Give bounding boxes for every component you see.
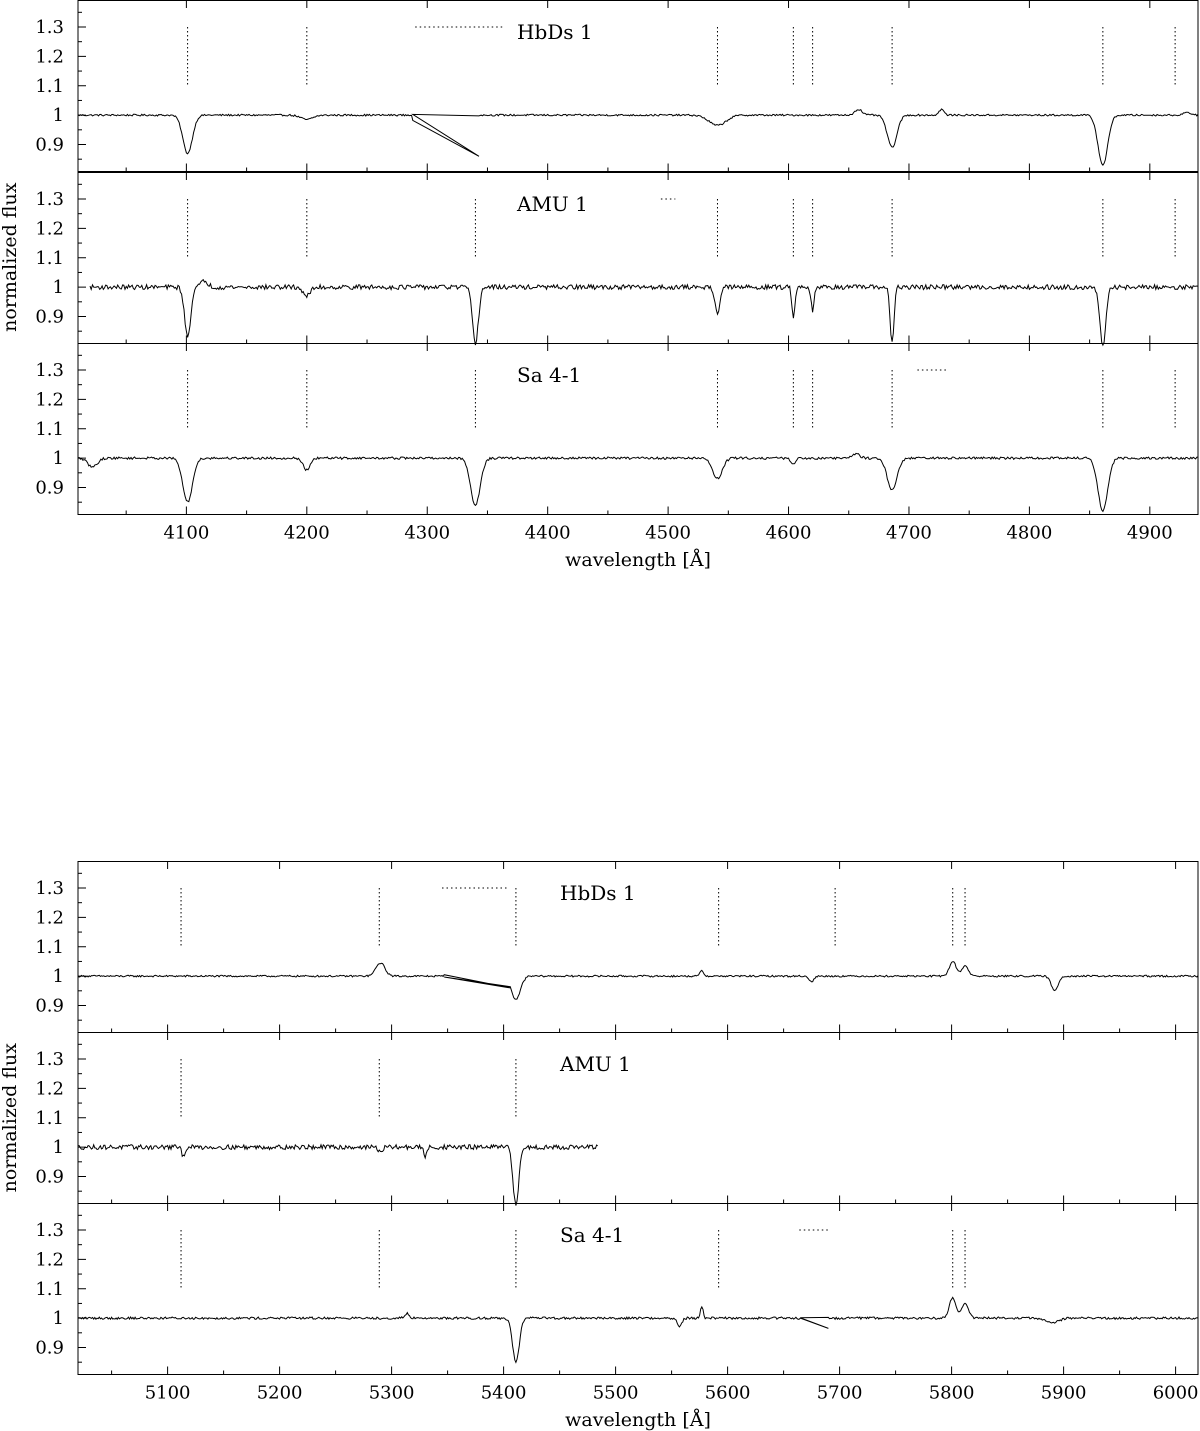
y-tick-label: 1.3 bbox=[35, 189, 64, 210]
y-tick-label: 1 bbox=[53, 448, 64, 469]
y-tick-label: 1.3 bbox=[35, 1049, 64, 1070]
y-tick-label: 1 bbox=[53, 966, 64, 987]
y-tick-label: 1.2 bbox=[35, 1249, 64, 1270]
panel-label: AMU 1 bbox=[516, 192, 588, 216]
panel-frame bbox=[77, 1032, 1199, 1204]
y-tick-label: 1.2 bbox=[35, 907, 64, 928]
x-tick-label: 4600 bbox=[766, 523, 812, 544]
y-tick-label: 1 bbox=[53, 1308, 64, 1329]
x-tick-label: 5100 bbox=[145, 1383, 191, 1404]
x-tick-label: 4100 bbox=[163, 523, 209, 544]
panel-label: HbDs 1 bbox=[517, 20, 593, 44]
y-tick-label: 1.2 bbox=[35, 218, 64, 239]
y-tick-label: 1.1 bbox=[35, 76, 64, 97]
x-tick-label: 4200 bbox=[284, 523, 330, 544]
spectrum-line bbox=[77, 108, 1199, 166]
y-tick-label: 1.1 bbox=[35, 1108, 64, 1129]
y-tick-label: 0.9 bbox=[35, 307, 64, 328]
spectrum-line bbox=[77, 1143, 598, 1206]
x-tick-label: 4500 bbox=[645, 523, 691, 544]
x-tick-label: 6000 bbox=[1153, 1383, 1199, 1404]
x-axis-label: wavelength [Å] bbox=[565, 549, 711, 571]
x-tick-label: 5900 bbox=[1041, 1383, 1087, 1404]
panel-hbds-1: 0.9 1 1.1 1.2 1.3 HbDs 1 bbox=[35, 861, 1199, 1033]
chart-red-range: 0.911.11.21.3 HbDs 10.911.11.21.3 AMU 10.9… bbox=[0, 861, 1199, 1431]
panel-sa-4-1: 0.9 1 1.1 1.2 1.3 Sa 4-1 bbox=[35, 1203, 1199, 1375]
panel-label: Sa 4-1 bbox=[517, 363, 581, 387]
y-axis-label: normalized flux bbox=[0, 182, 21, 332]
y-tick-label: 1.2 bbox=[35, 1078, 64, 1099]
x-tick-label: 4700 bbox=[886, 523, 932, 544]
panel-label: HbDs 1 bbox=[560, 881, 636, 905]
spectrum-line bbox=[77, 1296, 1199, 1364]
x-tick-label: 5200 bbox=[257, 1383, 303, 1404]
y-tick-label: 1 bbox=[53, 1137, 64, 1158]
panel-hbds-1: 0.9 1 1.1 1.2 1.3 HbDs 1 bbox=[35, 0, 1199, 172]
y-tick-label: 1.3 bbox=[35, 17, 64, 38]
y-tick-label: 1.3 bbox=[35, 360, 64, 381]
panel-label: Sa 4-1 bbox=[560, 1223, 624, 1247]
y-tick-label: 1 bbox=[53, 277, 64, 298]
x-tick-label: 4900 bbox=[1127, 523, 1173, 544]
y-tick-label: 1.1 bbox=[35, 937, 64, 958]
y-axis-label: normalized flux bbox=[0, 1043, 21, 1193]
panel-frame bbox=[77, 172, 1199, 344]
y-tick-label: 0.9 bbox=[35, 478, 64, 499]
y-tick-label: 0.9 bbox=[35, 1338, 64, 1359]
y-tick-label: 0.9 bbox=[35, 135, 64, 156]
x-tick-label: 4800 bbox=[1006, 523, 1052, 544]
x-tick-label: 4300 bbox=[404, 523, 450, 544]
x-tick-label: 5400 bbox=[481, 1383, 527, 1404]
chart-blue-range: 0.911.11.21.3 HbDs 10.911.11.21.3 AMU 10.9… bbox=[0, 0, 1199, 571]
x-tick-label: 4400 bbox=[525, 523, 571, 544]
spectrum-line bbox=[89, 278, 1199, 347]
x-tick-label: 5500 bbox=[593, 1383, 639, 1404]
panel-frame bbox=[77, 343, 1199, 515]
x-tick-label: 5800 bbox=[929, 1383, 975, 1404]
y-tick-label: 1.1 bbox=[35, 419, 64, 440]
y-tick-label: 1.2 bbox=[35, 389, 64, 410]
y-tick-label: 1 bbox=[53, 105, 64, 126]
y-tick-label: 1.2 bbox=[35, 46, 64, 67]
y-tick-label: 0.9 bbox=[35, 1167, 64, 1188]
spectrum-line bbox=[77, 961, 1199, 1000]
y-tick-label: 1.1 bbox=[35, 248, 64, 269]
panel-frame bbox=[77, 0, 1199, 172]
panel-amu-1: 0.9 1 1.1 1.2 1.3 AMU 1 bbox=[35, 1032, 1199, 1206]
panel-amu-1: 0.9 1 1.1 1.2 1.3 AMU 1 bbox=[35, 172, 1199, 347]
panel-frame bbox=[77, 861, 1199, 1033]
y-tick-label: 1.1 bbox=[35, 1279, 64, 1300]
y-tick-label: 1.3 bbox=[35, 1220, 64, 1241]
panel-sa-4-1: 0.9 1 1.1 1.2 1.3 Sa 4-1 bbox=[35, 343, 1199, 515]
spectrum-line bbox=[77, 452, 1199, 513]
x-tick-label: 5300 bbox=[369, 1383, 415, 1404]
x-axis-label: wavelength [Å] bbox=[565, 1409, 711, 1431]
panel-label: AMU 1 bbox=[559, 1052, 631, 1076]
x-tick-label: 5700 bbox=[817, 1383, 863, 1404]
y-tick-label: 0.9 bbox=[35, 996, 64, 1017]
panel-frame bbox=[77, 1203, 1199, 1375]
x-tick-label: 5600 bbox=[705, 1383, 751, 1404]
y-tick-label: 1.3 bbox=[35, 878, 64, 899]
